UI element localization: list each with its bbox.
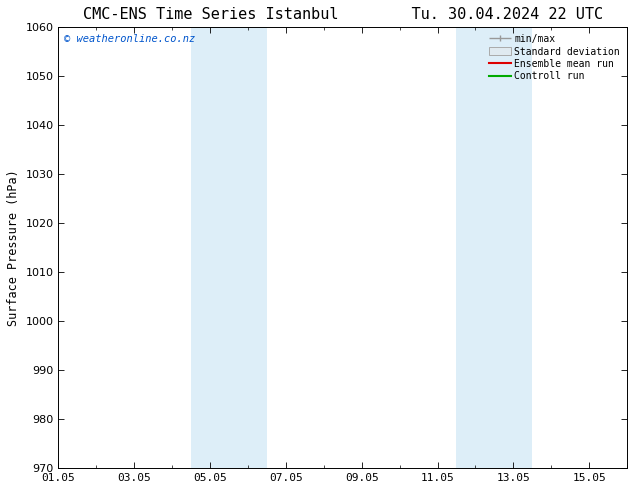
Bar: [456, 27, 533, 468]
Bar: [191, 27, 267, 468]
Y-axis label: Surface Pressure (hPa): Surface Pressure (hPa): [7, 170, 20, 326]
Text: © weatheronline.co.nz: © weatheronline.co.nz: [64, 34, 195, 44]
Title: CMC-ENS Time Series Istanbul        Tu. 30.04.2024 22 UTC: CMC-ENS Time Series Istanbul Tu. 30.04.2…: [82, 7, 603, 22]
Legend: min/max, Standard deviation, Ensemble mean run, Controll run: min/max, Standard deviation, Ensemble me…: [488, 32, 622, 83]
